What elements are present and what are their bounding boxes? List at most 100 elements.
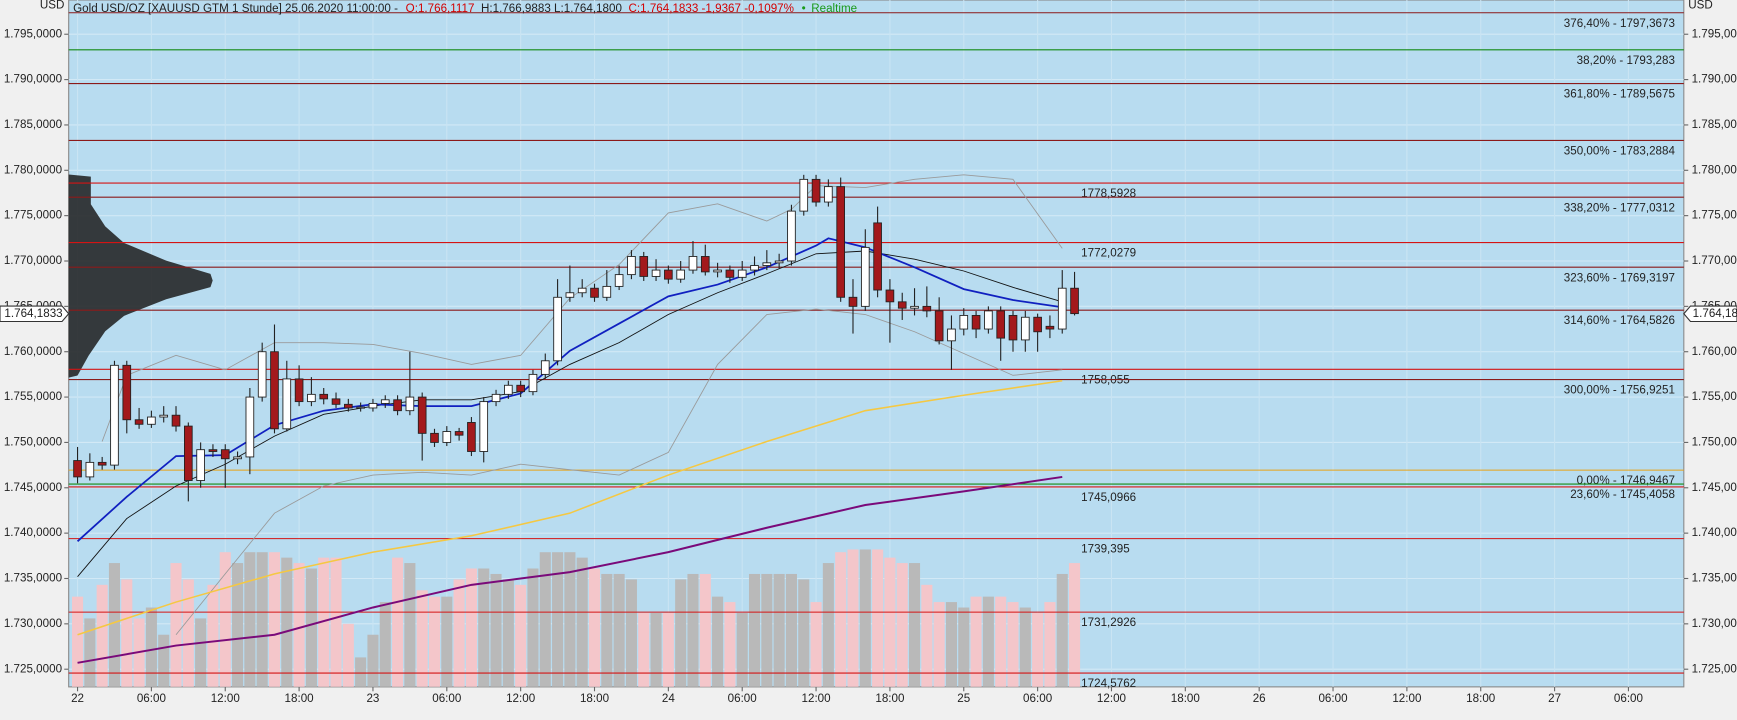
y-tick-label-right: 1.795,0000	[1692, 27, 1737, 40]
volume-bar	[1032, 612, 1044, 687]
volume-bar	[244, 552, 256, 687]
volume-bar	[1056, 573, 1068, 687]
candle-body	[208, 449, 218, 452]
y-tick-label: 1.790,0000	[4, 73, 62, 86]
volume-bar	[601, 573, 613, 687]
candle-body	[651, 269, 661, 277]
level-label: 376,40% - 1797,3673	[1564, 17, 1675, 30]
header-instrument: Gold USD/OZ [XAUUSD GTM 1 Stunde] 25.06.…	[73, 2, 398, 15]
candle-body	[910, 305, 919, 309]
indicator-line	[101, 174, 1063, 442]
header: Gold USD/OZ [XAUUSD GTM 1 Stunde] 25.06.…	[73, 2, 857, 15]
candle-body	[934, 310, 944, 342]
volume-bar	[515, 584, 527, 687]
x-tick-label: 23	[366, 692, 379, 705]
level-label: 1778,5928	[1081, 187, 1136, 200]
level-label: 314,60% - 1764,5826	[1564, 314, 1675, 327]
x-tick-label: 12:00	[506, 692, 535, 705]
volume-bar	[256, 552, 268, 687]
volume-bar	[699, 573, 711, 687]
volume-bar	[576, 557, 588, 687]
x-tick-label: 25	[957, 692, 970, 705]
candle-body	[442, 431, 452, 443]
candle-body	[700, 256, 710, 273]
volume-bar	[995, 596, 1007, 687]
x-tick-label: 06:00	[728, 692, 757, 705]
candle-body	[971, 314, 981, 330]
candle-body	[1057, 287, 1067, 330]
volume-bar	[588, 568, 601, 687]
volume-bar	[1069, 563, 1081, 687]
header-status: Realtime	[811, 2, 857, 15]
y-tick-label: 1.780,0000	[4, 163, 62, 176]
y-tick-label: 1.755,0000	[4, 390, 62, 403]
candle-body	[171, 414, 181, 427]
x-tick-label: 06:00	[1023, 692, 1052, 705]
level-label: 338,20% - 1777,0312	[1564, 201, 1675, 214]
candle-body	[540, 360, 550, 375]
y-tick-label: 1.795,0000	[4, 27, 62, 40]
volume-bar	[416, 590, 428, 687]
volume-bar	[502, 579, 514, 687]
volume-bar	[182, 579, 194, 687]
level-label: 300,00% - 1756,9251	[1564, 384, 1675, 397]
volume-bar	[96, 584, 108, 687]
volume-bar	[908, 563, 921, 687]
candle-body	[245, 396, 255, 458]
candle-body	[1045, 325, 1055, 330]
x-tick-label: 12:00	[1392, 692, 1421, 705]
candle-body	[479, 401, 489, 452]
candle-layer	[73, 174, 1079, 502]
candle-body	[590, 287, 599, 298]
volume-bar	[539, 552, 551, 687]
y-tick-label-right: 1.740,0000	[1692, 526, 1737, 539]
volume-bar	[970, 596, 982, 687]
candle-body	[996, 310, 1006, 339]
y-tick-label-right: 1.775,0000	[1692, 209, 1737, 222]
indicator-line	[77, 379, 1063, 636]
volume-bar	[748, 573, 761, 687]
volume-bar	[392, 557, 404, 687]
header-close: C:1.764,1833 -1,9367 -0,1097%	[629, 2, 795, 15]
level-label: 1739,395	[1081, 543, 1129, 556]
level-label: 23,60% - 1745,4058	[1570, 488, 1675, 501]
volume-bar	[835, 552, 847, 687]
x-tick-label: 18:00	[875, 692, 904, 705]
candle-body	[1020, 316, 1030, 341]
x-tick-label: 18:00	[1466, 692, 1495, 705]
candle-body	[282, 378, 292, 430]
volume-bar	[108, 563, 121, 687]
candle-body	[491, 393, 501, 403]
volume-bar	[712, 596, 724, 687]
volume-bar	[84, 618, 96, 687]
level-label: 350,00% - 1783,2884	[1564, 145, 1676, 158]
candle-body	[159, 414, 169, 418]
volume-bar	[675, 579, 687, 687]
x-tick-label: 12:00	[802, 692, 831, 705]
candle-body	[688, 256, 698, 271]
volume-bar	[736, 612, 748, 687]
candle-body	[848, 296, 858, 307]
candle-body	[750, 265, 759, 271]
volume-bar	[145, 607, 157, 687]
volume-bar	[773, 573, 785, 687]
level-label: 1772,0279	[1081, 247, 1136, 260]
candle-body	[614, 274, 624, 287]
header-open: O:1.766,1117	[406, 2, 475, 15]
indicator-line	[77, 475, 1063, 664]
candle-body	[774, 260, 784, 264]
candle-body	[664, 269, 673, 280]
indicator-line	[77, 250, 1063, 577]
volume-bar	[638, 612, 650, 687]
level-label: 1731,2926	[1081, 616, 1136, 629]
volume-bar	[810, 602, 822, 687]
candle-body	[885, 289, 895, 303]
candle-body	[307, 393, 316, 403]
candle-body	[984, 310, 993, 330]
level-label: 0,00% - 1746,9467	[1577, 474, 1675, 487]
candle-body	[196, 449, 205, 481]
y-tick-label-right: 1.770,0000	[1692, 254, 1737, 267]
volume-bar	[121, 579, 133, 687]
